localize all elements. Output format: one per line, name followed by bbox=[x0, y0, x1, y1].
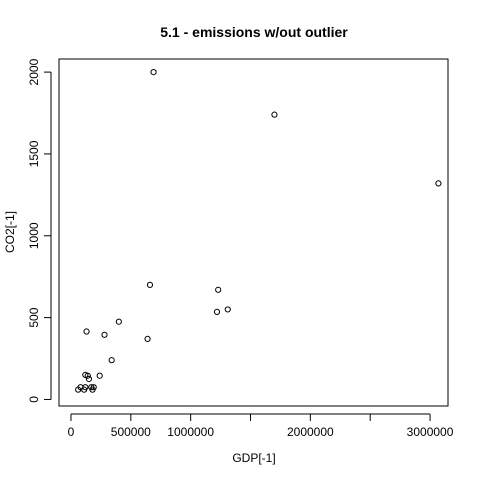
x-tick-label: 500000 bbox=[111, 425, 151, 439]
data-point bbox=[213, 308, 221, 315]
y-axis-label: CO2[-1] bbox=[3, 211, 17, 253]
y-tick-label: 1500 bbox=[27, 140, 41, 167]
x-axis-label: GDP[-1] bbox=[232, 451, 275, 465]
data-point bbox=[81, 386, 88, 393]
data-point bbox=[108, 357, 115, 364]
data-point bbox=[271, 111, 278, 118]
chart-title: 5.1 - emissions w/out outlier bbox=[160, 24, 348, 40]
data-point bbox=[96, 372, 103, 379]
data-point bbox=[83, 328, 90, 335]
data-point bbox=[144, 335, 151, 342]
plot-frame bbox=[58, 58, 449, 407]
y-tick-label: 500 bbox=[27, 307, 41, 327]
x-tick-label: 3000000 bbox=[407, 425, 454, 439]
x-tick-label: 2000000 bbox=[287, 425, 334, 439]
x-tick-label: 0 bbox=[68, 425, 75, 439]
data-point bbox=[146, 281, 154, 288]
data-point bbox=[115, 318, 122, 325]
y-axis: 0 500 1000 1500 2000 bbox=[27, 58, 52, 403]
data-point bbox=[75, 386, 82, 393]
data-point bbox=[85, 375, 93, 383]
data-point bbox=[215, 286, 222, 293]
data-point bbox=[435, 180, 442, 187]
data-point bbox=[101, 331, 108, 338]
data-point bbox=[224, 306, 231, 313]
x-tick-label: 1000000 bbox=[167, 425, 214, 439]
y-tick-label: 1000 bbox=[27, 222, 41, 249]
data-point bbox=[84, 372, 91, 379]
data-point bbox=[150, 68, 157, 76]
y-tick-label: 2000 bbox=[27, 58, 41, 85]
data-points bbox=[75, 68, 442, 393]
data-point bbox=[89, 386, 96, 393]
y-tick-label: 0 bbox=[27, 396, 41, 403]
x-axis: 0 500000 1000000 2000000 3000000 bbox=[68, 413, 454, 439]
